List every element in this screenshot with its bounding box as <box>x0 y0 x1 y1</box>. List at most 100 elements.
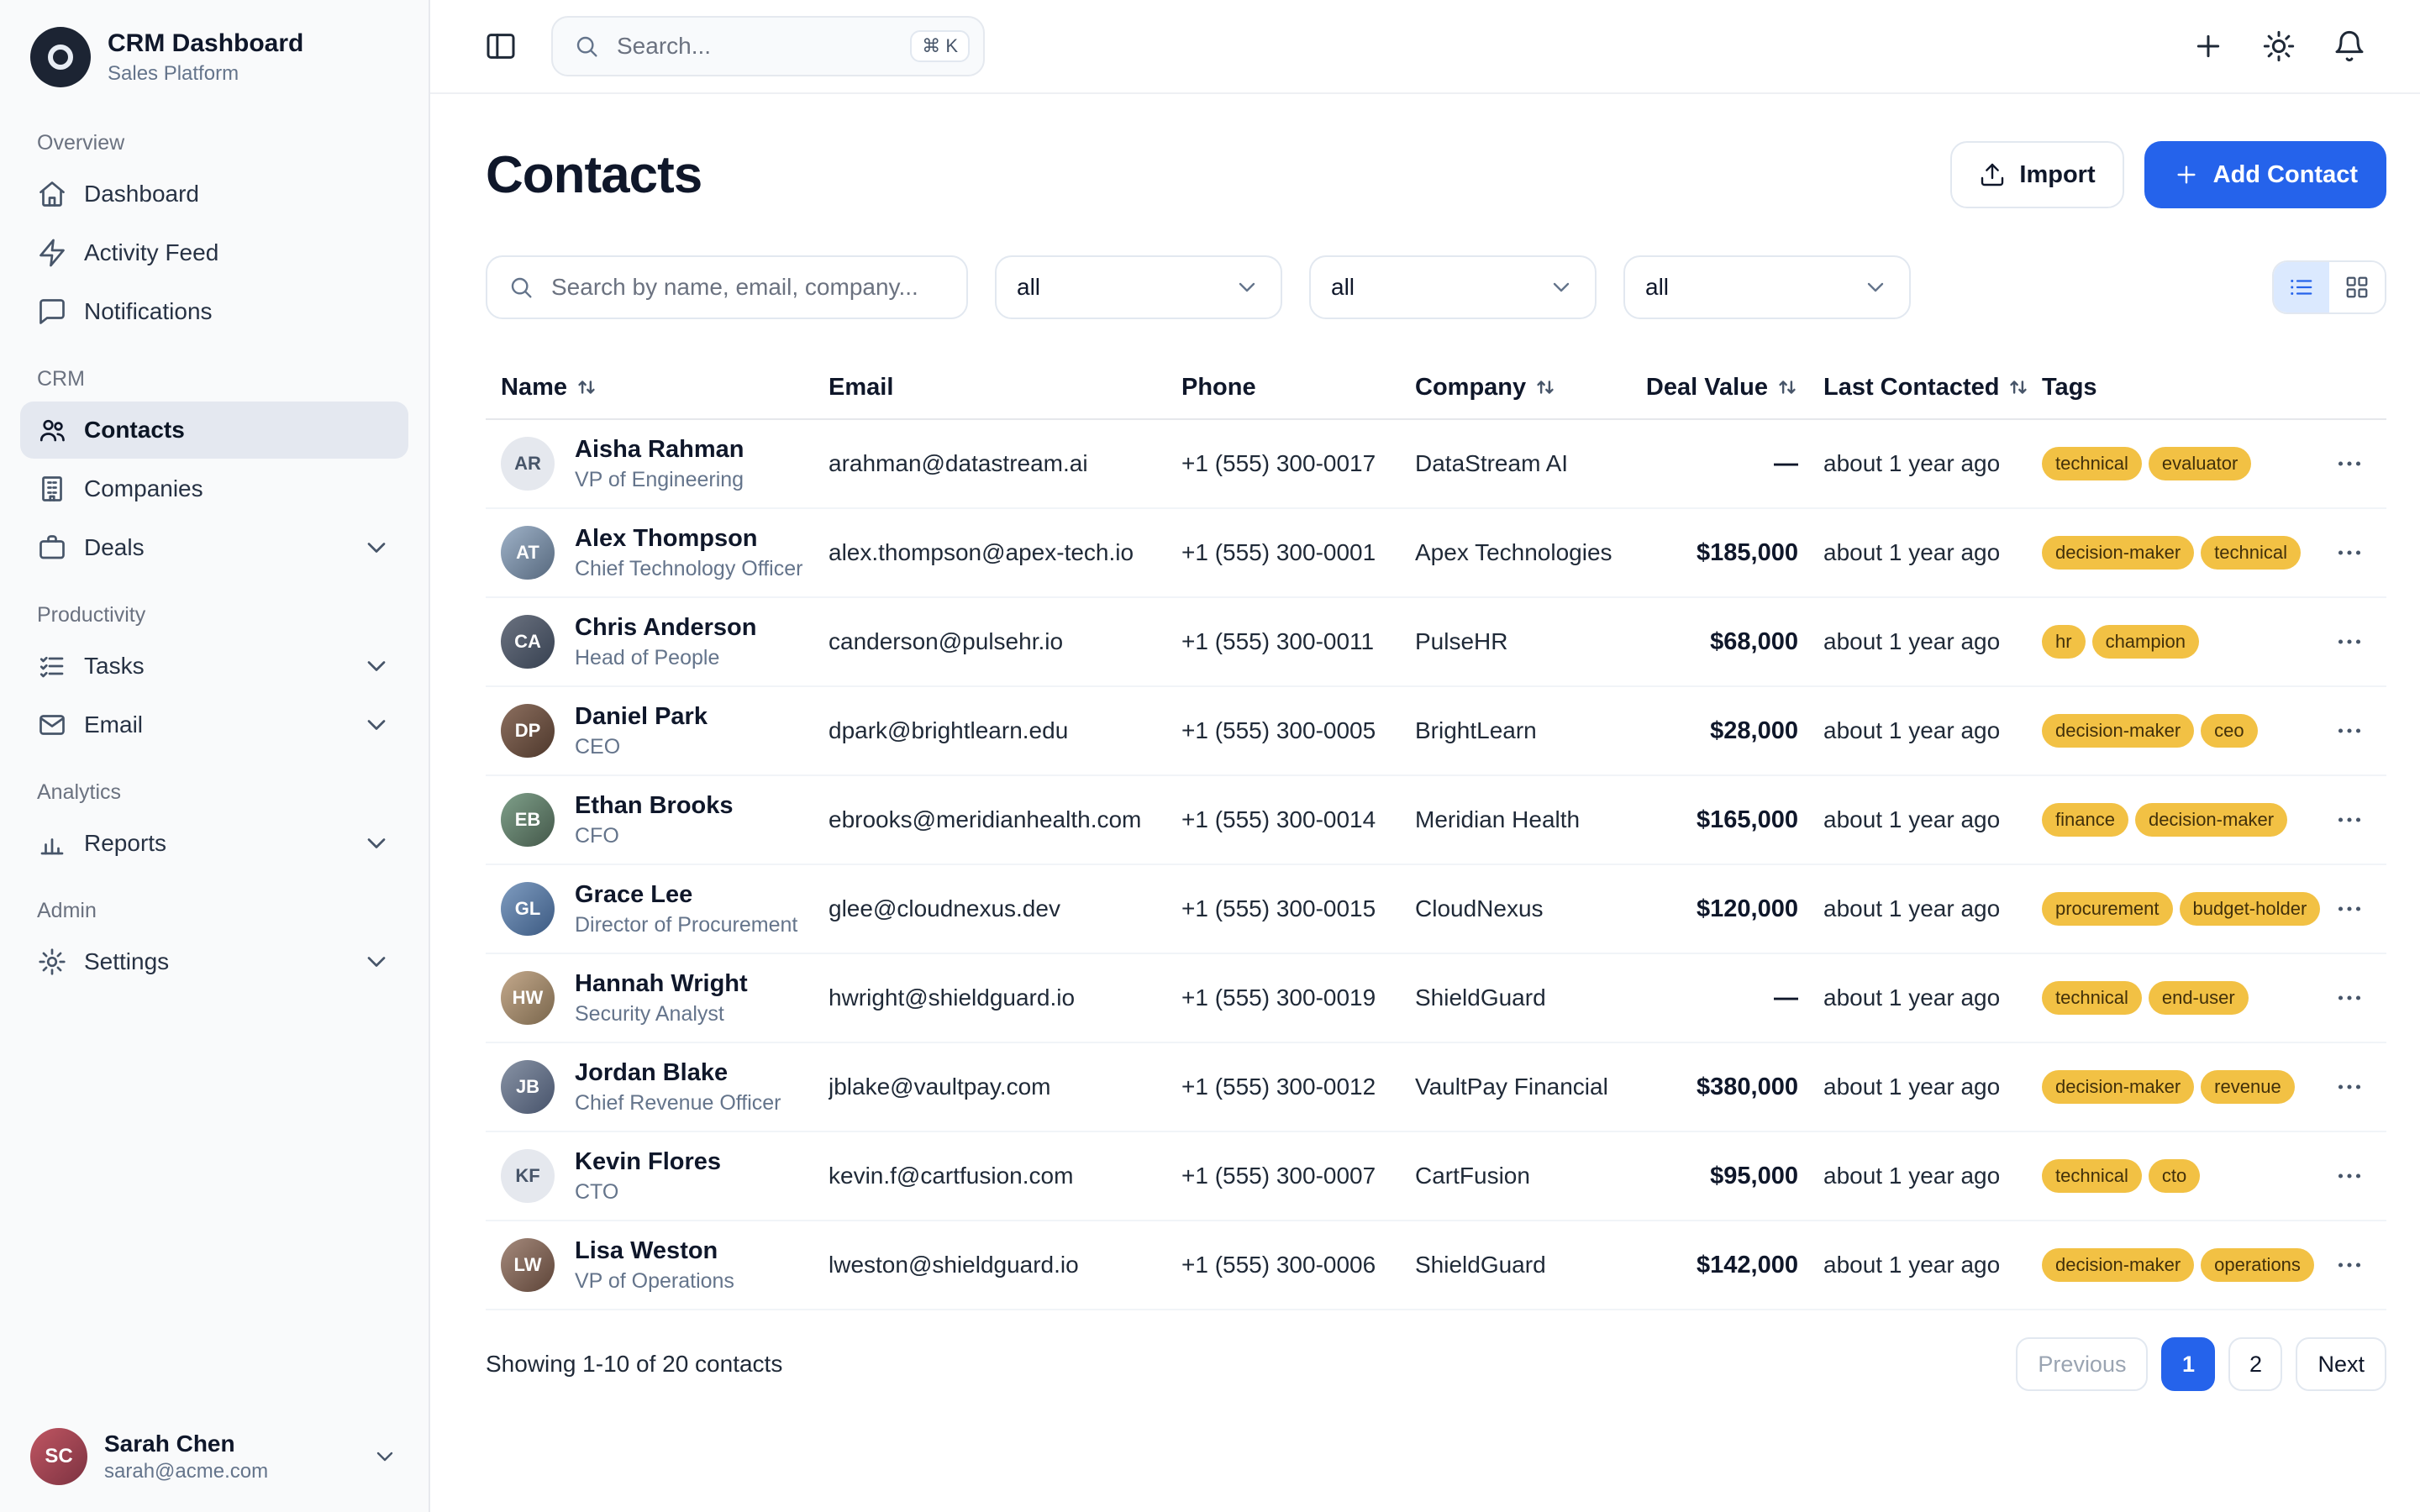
filter-select-2[interactable]: all <box>1309 255 1597 319</box>
upload-icon <box>1979 161 2006 188</box>
table-header: Name Email Phone Company Deal Value Last Cont… <box>486 356 2386 420</box>
table-row[interactable]: AR Aisha Rahman VP of Engineering arahman@d… <box>486 420 2386 509</box>
sidebar-item-settings[interactable]: Settings <box>20 933 408 990</box>
global-search-input[interactable] <box>613 31 897 61</box>
sidebar-item-notifications[interactable]: Notifications <box>20 283 408 340</box>
dots-icon <box>2334 983 2365 1013</box>
table-row[interactable]: GL Grace Lee Director of Procurement glee@c… <box>486 865 2386 954</box>
avatar: SC <box>30 1428 87 1485</box>
table-row[interactable]: AT Alex Thompson Chief Technology Officer a… <box>486 509 2386 598</box>
row-actions-button[interactable] <box>2326 707 2373 754</box>
contact-title: Head of People <box>575 645 720 669</box>
sidebar-item-companies[interactable]: Companies <box>20 460 408 517</box>
column-header-company[interactable]: Company <box>1415 374 1644 402</box>
pagination: Previous 1 2 Next <box>2016 1337 2386 1391</box>
panel-left-icon <box>484 29 518 63</box>
page-button-2[interactable]: 2 <box>2228 1337 2283 1391</box>
row-actions-button[interactable] <box>2326 796 2373 843</box>
user-menu[interactable]: SC Sarah Chen sarah@acme.com <box>20 1411 408 1488</box>
bell-button[interactable] <box>2323 19 2376 73</box>
contact-tags: decision-maker ceo <box>2042 714 2326 748</box>
contact-last-contacted: about 1 year ago <box>1823 539 2001 565</box>
page-header: Contacts Import Add Contact <box>486 141 2386 208</box>
sun-icon <box>2262 29 2296 63</box>
column-header-deal-value[interactable]: Deal Value <box>1644 374 1798 402</box>
sidebar-item-activity-feed[interactable]: Activity Feed <box>20 224 408 281</box>
sidebar-toggle-button[interactable] <box>474 19 528 73</box>
column-header-name[interactable]: Name <box>501 374 829 402</box>
tag: operations <box>2201 1248 2314 1282</box>
next-page-button[interactable]: Next <box>2296 1337 2386 1391</box>
plus-button[interactable] <box>2181 19 2235 73</box>
contact-email: arahman@datastream.ai <box>829 450 1088 476</box>
avatar: AT <box>501 526 555 580</box>
sidebar-section-label: Productivity <box>37 603 146 627</box>
row-actions-button[interactable] <box>2326 618 2373 665</box>
sidebar-item-email[interactable]: Email <box>20 696 408 753</box>
row-actions-button[interactable] <box>2326 885 2373 932</box>
contacts-search <box>486 255 968 319</box>
row-actions-button[interactable] <box>2326 529 2373 576</box>
column-header-last-contacted[interactable]: Last Contacted <box>1798 374 2042 402</box>
row-actions-button[interactable] <box>2326 974 2373 1021</box>
contacts-search-input[interactable] <box>548 272 946 302</box>
filter-select-1[interactable]: all <box>995 255 1282 319</box>
chevron-down-icon <box>361 947 392 977</box>
contact-email: jblake@vaultpay.com <box>829 1074 1051 1100</box>
contact-deal-value: $185,000 <box>1697 538 1798 566</box>
row-actions-button[interactable] <box>2326 440 2373 487</box>
list-view-button[interactable] <box>2274 262 2329 312</box>
table-row[interactable]: CA Chris Anderson Head of People canderson@… <box>486 598 2386 687</box>
table-row[interactable]: KF Kevin Flores CTO kevin.f@cartfusion.com +… <box>486 1132 2386 1221</box>
contact-name-cell: EB Ethan Brooks CFO <box>501 790 829 849</box>
column-label: Name <box>501 373 567 401</box>
table-row[interactable]: DP Daniel Park CEO dpark@brightlearn.edu +1 … <box>486 687 2386 776</box>
sun-button[interactable] <box>2252 19 2306 73</box>
tag: technical <box>2042 447 2142 480</box>
main-area: ⌘ K Contacts Import Add Contact <box>430 0 2420 1512</box>
contact-deal-value: $165,000 <box>1697 806 1798 833</box>
sort-icon <box>576 376 597 398</box>
row-actions-button[interactable] <box>2326 1242 2373 1289</box>
sidebar-item-dashboard[interactable]: Dashboard <box>20 165 408 223</box>
contact-last-contacted: about 1 year ago <box>1823 895 2001 921</box>
filter-select-value: all <box>1331 274 1355 300</box>
filter-select-3[interactable]: all <box>1623 255 1911 319</box>
sidebar-item-tasks[interactable]: Tasks <box>20 638 408 695</box>
column-header-email: Email <box>829 374 1181 402</box>
grid-view-button[interactable] <box>2329 262 2385 312</box>
contact-email: hwright@shieldguard.io <box>829 984 1076 1011</box>
app-subtitle: Sales Platform <box>108 62 239 85</box>
row-actions-button[interactable] <box>2326 1152 2373 1200</box>
sidebar-section-label: CRM <box>37 367 85 391</box>
page-button-1[interactable]: 1 <box>2161 1337 2216 1391</box>
sidebar-item-reports[interactable]: Reports <box>20 815 408 872</box>
table-row[interactable]: HW Hannah Wright Security Analyst hwright@s… <box>486 954 2386 1043</box>
sidebar-item-label: Dashboard <box>84 181 199 207</box>
sidebar-item-label: Deals <box>84 534 145 560</box>
sidebar-item-label: Reports <box>84 830 167 856</box>
contact-deal-value: $142,000 <box>1697 1251 1798 1278</box>
table-row[interactable]: EB Ethan Brooks CFO ebrooks@meridianhealth.… <box>486 776 2386 865</box>
dots-icon <box>2334 894 2365 924</box>
contact-company: ShieldGuard <box>1415 1252 1546 1278</box>
sidebar-item-contacts[interactable]: Contacts <box>20 402 408 459</box>
avatar: CA <box>501 615 555 669</box>
table-row[interactable]: LW Lisa Weston VP of Operations lweston@shi… <box>486 1221 2386 1310</box>
sidebar-item-deals[interactable]: Deals <box>20 519 408 576</box>
contact-deal-value: $68,000 <box>1710 627 1798 655</box>
topbar-actions <box>2181 19 2376 73</box>
previous-page-button[interactable]: Previous <box>2016 1337 2149 1391</box>
table-row[interactable]: JB Jordan Blake Chief Revenue Officer jblak… <box>486 1043 2386 1132</box>
contact-company: BrightLearn <box>1415 717 1537 743</box>
import-button[interactable]: Import <box>1950 141 2124 208</box>
row-actions-button[interactable] <box>2326 1063 2373 1110</box>
contact-name-cell: JB Jordan Blake Chief Revenue Officer <box>501 1058 829 1116</box>
zap-icon <box>37 238 67 268</box>
contact-tags: decision-maker technical <box>2042 536 2326 570</box>
filter-select-value: all <box>1645 274 1670 300</box>
dots-icon <box>2334 1250 2365 1280</box>
add-contact-button[interactable]: Add Contact <box>2144 141 2386 208</box>
tag: end-user <box>2148 981 2249 1015</box>
chevron-down-icon <box>371 1443 398 1470</box>
